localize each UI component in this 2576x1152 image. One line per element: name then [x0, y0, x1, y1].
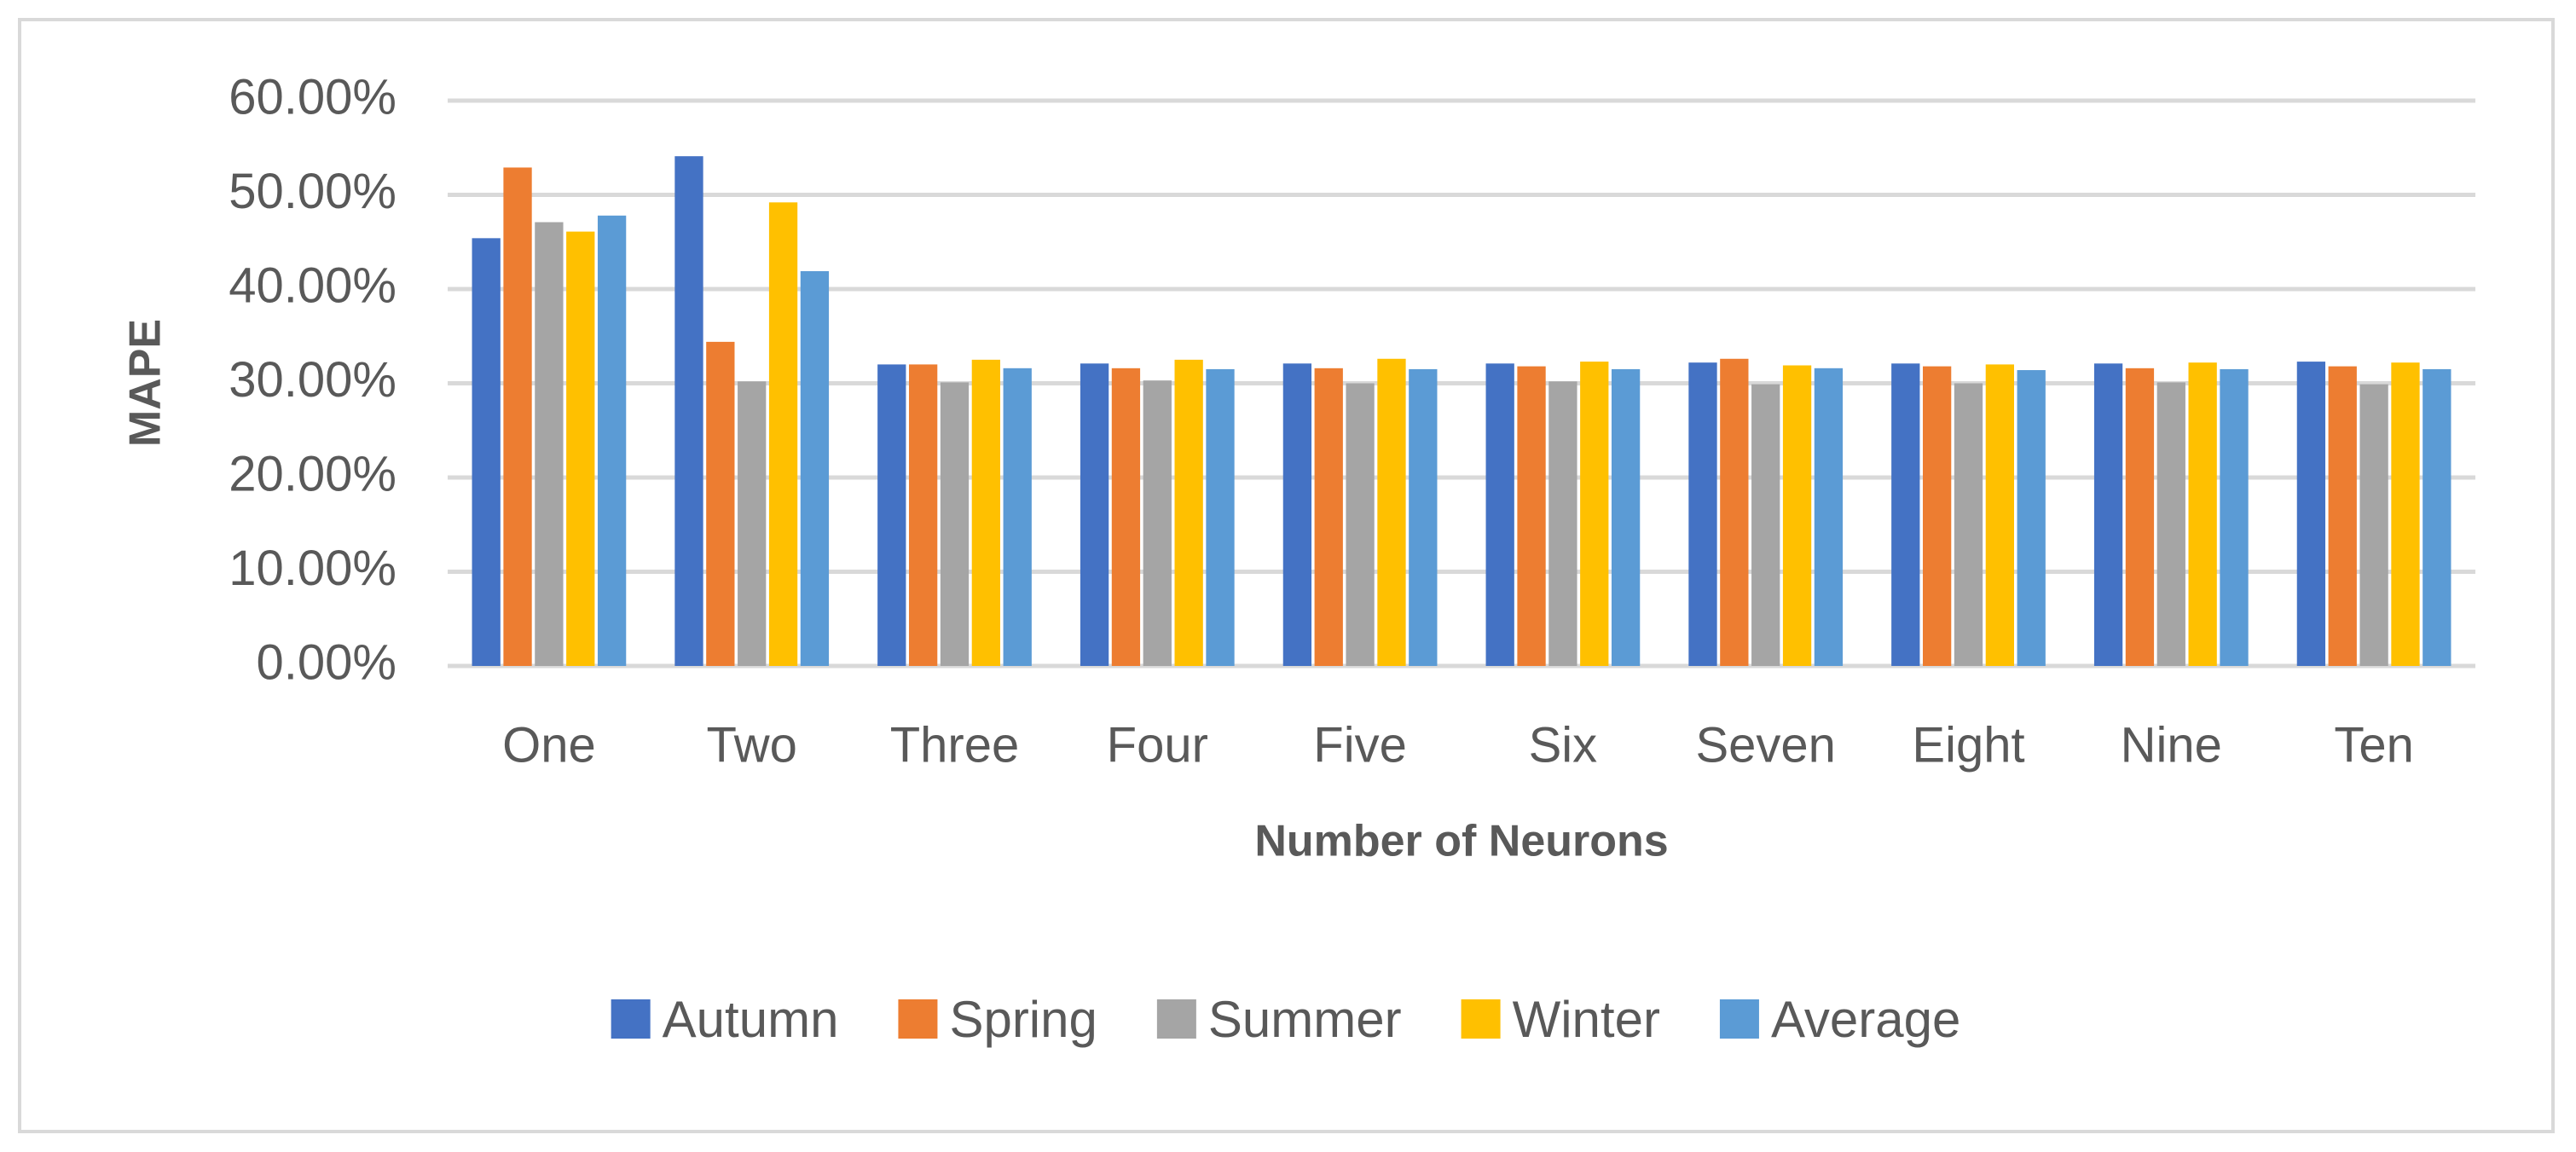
x-axis-title: Number of Neurons: [1254, 817, 1668, 866]
x-tick-label: One: [502, 717, 596, 773]
bar: [2156, 382, 2185, 666]
bar: [1548, 381, 1577, 666]
bar: [1143, 380, 1172, 666]
x-tick-label: Eight: [1912, 717, 2024, 773]
bar: [1111, 368, 1141, 666]
legend-swatch: [898, 999, 938, 1039]
bar: [1206, 368, 1235, 666]
x-tick-label: Four: [1107, 717, 1208, 773]
legend-label: Average: [1771, 991, 1960, 1048]
legend-label: Summer: [1208, 991, 1402, 1048]
y-tick-label: 50.00%: [229, 164, 397, 219]
legend-swatch: [1719, 999, 1759, 1039]
bar: [472, 238, 501, 666]
legend-swatch: [1156, 999, 1196, 1039]
bar: [1954, 383, 1983, 666]
bar: [971, 359, 1001, 666]
legend-swatch: [1461, 999, 1501, 1039]
bar: [1282, 363, 1312, 666]
bar: [908, 364, 938, 666]
y-tick-label: 0.00%: [257, 634, 397, 690]
y-tick-label: 30.00%: [229, 352, 397, 408]
bar: [2359, 384, 2388, 666]
bar: [1517, 366, 1546, 666]
bar: [503, 167, 532, 666]
bar: [768, 202, 798, 667]
bar: [2423, 368, 2452, 666]
bar: [597, 215, 627, 666]
bar: [2220, 368, 2249, 666]
x-tick-label: Two: [707, 717, 797, 773]
bar: [1891, 363, 1920, 666]
legend-swatch: [611, 999, 651, 1039]
bar: [1922, 366, 1952, 666]
x-tick-label: Ten: [2334, 717, 2414, 773]
y-tick-label: 20.00%: [229, 446, 397, 501]
x-tick-label: Five: [1313, 717, 1407, 773]
x-tick-label: Seven: [1695, 717, 1835, 773]
y-tick-label: 10.00%: [229, 541, 397, 596]
bar: [1485, 363, 1514, 666]
bar: [940, 382, 970, 666]
bar: [2188, 362, 2217, 666]
bar: [738, 381, 767, 666]
x-tick-label: Six: [1529, 717, 1598, 773]
legend-label: Winter: [1513, 991, 1660, 1048]
y-tick-label: 60.00%: [229, 69, 397, 124]
bar: [1751, 384, 1780, 666]
bar: [1782, 365, 1812, 666]
bar: [1720, 358, 1749, 666]
bar: [877, 364, 906, 666]
legend-label: Autumn: [663, 991, 839, 1048]
y-tick-label: 40.00%: [229, 258, 397, 313]
bar: [535, 222, 564, 666]
x-tick-label: Nine: [2121, 717, 2222, 773]
legend-label: Spring: [949, 991, 1097, 1048]
bar: [1003, 368, 1032, 666]
bar: [1688, 362, 1717, 666]
bar: [2296, 362, 2326, 666]
bar: [706, 341, 735, 666]
bar: [1080, 363, 1109, 666]
bar: [1174, 359, 1203, 666]
bar: [566, 231, 595, 666]
bar: [2093, 363, 2123, 666]
bar: [1814, 368, 1844, 666]
x-tick-label: Three: [890, 717, 1020, 773]
y-axis-title: MAPE: [121, 319, 171, 447]
bar: [1611, 368, 1641, 666]
bar: [1377, 358, 1406, 666]
bar: [1985, 364, 2015, 666]
bar: [2125, 368, 2155, 666]
bar: [1346, 383, 1375, 666]
bar: [2391, 362, 2420, 666]
bar: [674, 156, 703, 666]
bar: [1314, 368, 1343, 666]
bar: [1580, 362, 1609, 666]
bar: [1409, 368, 1438, 666]
bar: [2328, 366, 2357, 666]
bar: [800, 271, 830, 666]
bar: [2017, 370, 2046, 666]
